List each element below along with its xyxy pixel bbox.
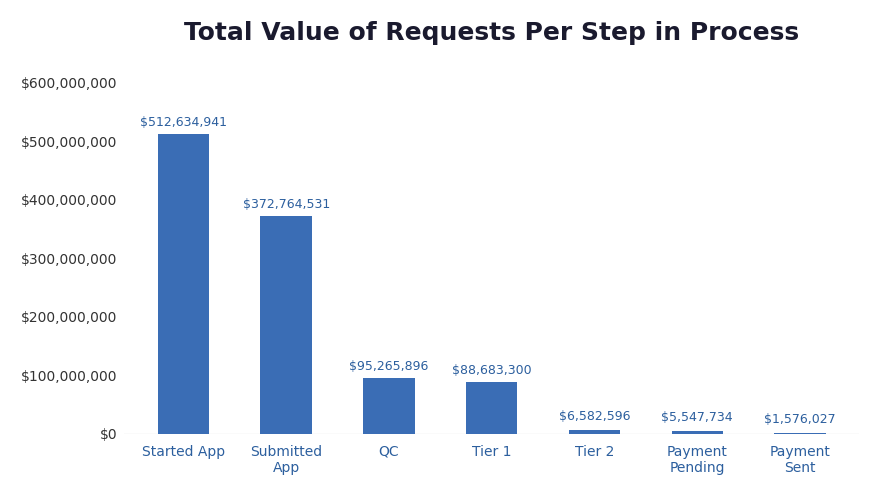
Title: Total Value of Requests Per Step in Process: Total Value of Requests Per Step in Proc… bbox=[184, 21, 799, 45]
Text: $88,683,300: $88,683,300 bbox=[452, 364, 532, 377]
Text: $95,265,896: $95,265,896 bbox=[349, 361, 429, 373]
Bar bbox=[774, 433, 825, 434]
Text: $6,582,596: $6,582,596 bbox=[559, 410, 630, 423]
Bar bbox=[466, 382, 517, 434]
Bar bbox=[568, 430, 620, 434]
Bar bbox=[363, 378, 414, 434]
Bar bbox=[260, 216, 312, 434]
Bar bbox=[671, 431, 723, 434]
Bar bbox=[158, 134, 209, 434]
Text: $1,576,027: $1,576,027 bbox=[764, 413, 836, 426]
Text: $372,764,531: $372,764,531 bbox=[243, 198, 330, 211]
Text: $5,547,734: $5,547,734 bbox=[662, 411, 733, 424]
Text: $512,634,941: $512,634,941 bbox=[140, 116, 227, 129]
